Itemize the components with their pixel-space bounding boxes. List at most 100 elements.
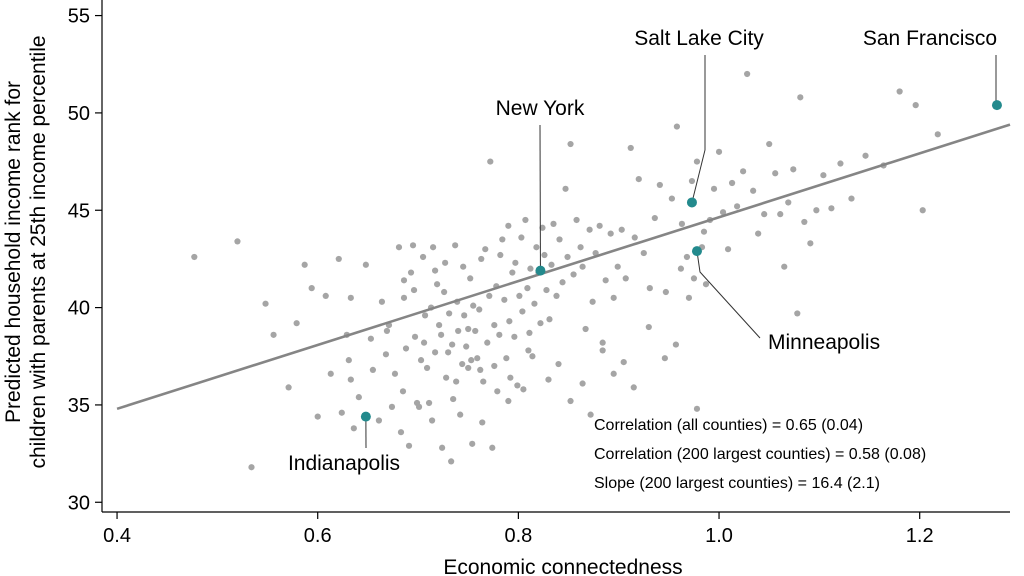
data-point bbox=[620, 358, 627, 366]
data-point bbox=[614, 263, 621, 270]
data-point bbox=[912, 102, 919, 109]
label-indianapolis: Indianapolis bbox=[288, 452, 400, 475]
data-point bbox=[543, 286, 550, 294]
data-point bbox=[801, 218, 808, 226]
data-point bbox=[469, 440, 476, 447]
leader-line bbox=[696, 251, 761, 339]
data-point bbox=[432, 267, 439, 274]
data-point bbox=[446, 310, 453, 317]
data-point bbox=[631, 234, 638, 241]
y-tick-label: 30 bbox=[68, 492, 90, 514]
data-point bbox=[656, 181, 663, 189]
data-point bbox=[293, 320, 300, 327]
data-point bbox=[673, 123, 680, 130]
data-point bbox=[327, 370, 334, 377]
data-point bbox=[828, 205, 835, 212]
data-point bbox=[577, 244, 584, 251]
data-point bbox=[700, 228, 708, 235]
data-point bbox=[479, 419, 486, 426]
data-point bbox=[455, 327, 462, 335]
data-point bbox=[567, 140, 574, 148]
x-tick-label: 0.8 bbox=[504, 525, 532, 547]
data-point bbox=[837, 160, 844, 167]
data-point bbox=[480, 378, 487, 385]
data-point bbox=[719, 209, 727, 216]
label-salt-lake-city: Salt Lake City bbox=[634, 27, 764, 50]
data-point bbox=[761, 211, 768, 218]
data-point bbox=[677, 265, 685, 272]
data-point bbox=[618, 226, 625, 233]
data-point bbox=[452, 242, 459, 249]
data-point bbox=[487, 158, 494, 165]
data-point bbox=[635, 176, 642, 183]
data-point bbox=[589, 298, 596, 305]
data-point bbox=[813, 207, 820, 214]
data-point bbox=[662, 288, 669, 296]
leader-lines bbox=[365, 55, 997, 449]
data-point bbox=[345, 357, 352, 364]
data-point bbox=[369, 366, 376, 373]
y-axis-title-line-1: Predicted household income rank for bbox=[2, 81, 25, 423]
data-point bbox=[489, 444, 496, 451]
data-point bbox=[494, 388, 501, 395]
stat-correlation-all: Correlation (all counties) = 0.65 (0.04) bbox=[594, 417, 863, 434]
axes bbox=[101, 0, 1010, 513]
data-point bbox=[506, 318, 513, 325]
data-point bbox=[766, 140, 773, 148]
data-point bbox=[400, 294, 408, 301]
data-point bbox=[579, 263, 586, 270]
data-point bbox=[491, 322, 498, 329]
data-point bbox=[610, 370, 617, 377]
data-point bbox=[537, 320, 544, 327]
data-point bbox=[587, 411, 594, 418]
data-point bbox=[322, 292, 329, 300]
data-point bbox=[501, 296, 508, 303]
data-point bbox=[579, 380, 586, 387]
highlight-point bbox=[686, 197, 697, 208]
data-point bbox=[270, 331, 277, 338]
data-point bbox=[285, 384, 292, 391]
data-point bbox=[428, 417, 436, 424]
y-tick-label: 55 bbox=[68, 6, 90, 28]
data-point bbox=[545, 376, 552, 383]
data-point bbox=[733, 203, 741, 210]
data-point bbox=[529, 353, 536, 360]
data-point bbox=[724, 246, 732, 253]
data-point bbox=[520, 386, 527, 393]
data-point bbox=[491, 362, 498, 370]
y-tick-label: 40 bbox=[68, 298, 90, 320]
data-point bbox=[445, 349, 452, 356]
data-point bbox=[661, 355, 668, 362]
data-point bbox=[410, 286, 418, 294]
data-point bbox=[461, 312, 468, 319]
data-point bbox=[421, 312, 429, 319]
data-point bbox=[308, 285, 315, 292]
data-point bbox=[409, 242, 417, 249]
data-point bbox=[420, 339, 428, 346]
data-point bbox=[522, 216, 529, 224]
data-point bbox=[511, 333, 518, 340]
data-point bbox=[688, 177, 696, 185]
data-point bbox=[651, 214, 658, 222]
data-point bbox=[740, 168, 747, 175]
fit-line bbox=[116, 123, 1011, 411]
data-point bbox=[564, 253, 571, 261]
data-point bbox=[476, 306, 483, 313]
highlight-point bbox=[535, 265, 546, 276]
data-point bbox=[533, 244, 540, 251]
data-point bbox=[388, 403, 396, 410]
data-point bbox=[486, 292, 493, 300]
data-point bbox=[449, 341, 456, 348]
data-point bbox=[744, 70, 751, 78]
data-point bbox=[355, 394, 362, 401]
data-point bbox=[610, 294, 617, 301]
data-point bbox=[441, 288, 448, 296]
data-point bbox=[514, 382, 521, 389]
data-point bbox=[582, 325, 589, 333]
data-point bbox=[555, 360, 562, 368]
data-point bbox=[509, 269, 516, 276]
data-point bbox=[499, 236, 506, 243]
data-point bbox=[750, 187, 757, 194]
data-point bbox=[338, 409, 345, 416]
data-point bbox=[562, 185, 569, 192]
